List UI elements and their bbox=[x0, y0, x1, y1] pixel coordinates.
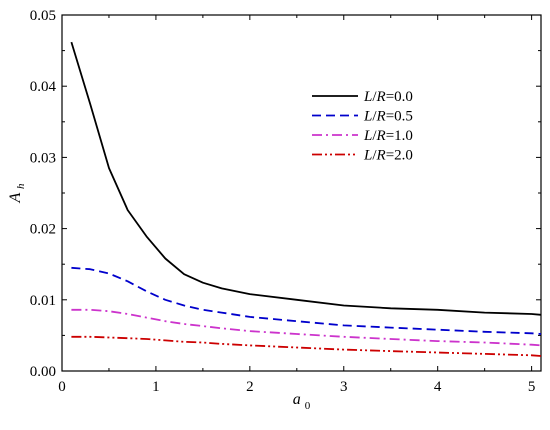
series-line-2 bbox=[71, 308, 542, 347]
y-tick-label: 0.04 bbox=[30, 79, 57, 95]
x-axis-title: a 0 bbox=[293, 391, 311, 412]
legend-label-sep: / bbox=[372, 148, 377, 164]
legend-label-value: =1.0 bbox=[386, 128, 413, 144]
legend: L/R=0.0L/R=0.5L/R=1.0L/R=2.0 bbox=[312, 89, 413, 164]
legend-label-value: =0.0 bbox=[386, 89, 413, 105]
plot-border bbox=[61, 14, 542, 372]
x-tick-label: 0 bbox=[58, 379, 66, 395]
legend-label-value: =0.5 bbox=[386, 109, 413, 125]
series-line-3 bbox=[71, 335, 542, 357]
legend-label-value: =2.0 bbox=[386, 148, 413, 164]
legend-label-var2: R bbox=[376, 148, 386, 164]
x-axis-title-sub: 0 bbox=[305, 400, 311, 412]
legend-label-sep: / bbox=[372, 128, 377, 144]
x-tick-label: 4 bbox=[434, 379, 442, 395]
legend-label-2: L/R=1.0 bbox=[363, 128, 413, 144]
series-lines bbox=[70, 41, 542, 357]
series-line-1 bbox=[71, 266, 542, 335]
plot-frame bbox=[61, 14, 542, 372]
legend-label-sep: / bbox=[372, 89, 377, 105]
y-axis: 0.00 0.01 0.02 0.03 0.04 0.05 bbox=[30, 8, 541, 380]
y-tick-label: 0.03 bbox=[30, 150, 56, 166]
legend-label-1: L/R=0.5 bbox=[363, 109, 413, 125]
legend-label-var2: R bbox=[376, 128, 386, 144]
legend-label-sep: / bbox=[372, 109, 377, 125]
legend-label-var2: R bbox=[376, 109, 386, 125]
x-tick-label: 5 bbox=[528, 379, 536, 395]
y-tick-label: 0.02 bbox=[30, 222, 56, 238]
x-tick-label: 1 bbox=[152, 379, 160, 395]
y-axis-title-main: A bbox=[7, 192, 24, 203]
y-axis-title: A h bbox=[7, 183, 27, 203]
legend-label-0: L/R=0.0 bbox=[363, 89, 413, 105]
x-axis-title-main: a bbox=[293, 391, 301, 408]
series-line-0 bbox=[70, 41, 542, 316]
legend-label-var2: R bbox=[376, 89, 386, 105]
legend-label-var1: L bbox=[363, 109, 372, 125]
x-axis: 0 1 2 3 4 5 bbox=[58, 15, 535, 395]
y-tick-label: 0.01 bbox=[30, 293, 56, 309]
y-tick-label: 0.00 bbox=[30, 364, 56, 380]
y-tick-label: 0.05 bbox=[30, 8, 56, 24]
legend-label-var1: L bbox=[363, 148, 372, 164]
legend-label-var1: L bbox=[363, 128, 372, 144]
legend-label-3: L/R=2.0 bbox=[363, 148, 413, 164]
legend-label-var1: L bbox=[363, 89, 372, 105]
x-tick-label: 3 bbox=[340, 379, 348, 395]
y-axis-title-sub: h bbox=[15, 183, 27, 189]
x-tick-label: 2 bbox=[246, 379, 254, 395]
